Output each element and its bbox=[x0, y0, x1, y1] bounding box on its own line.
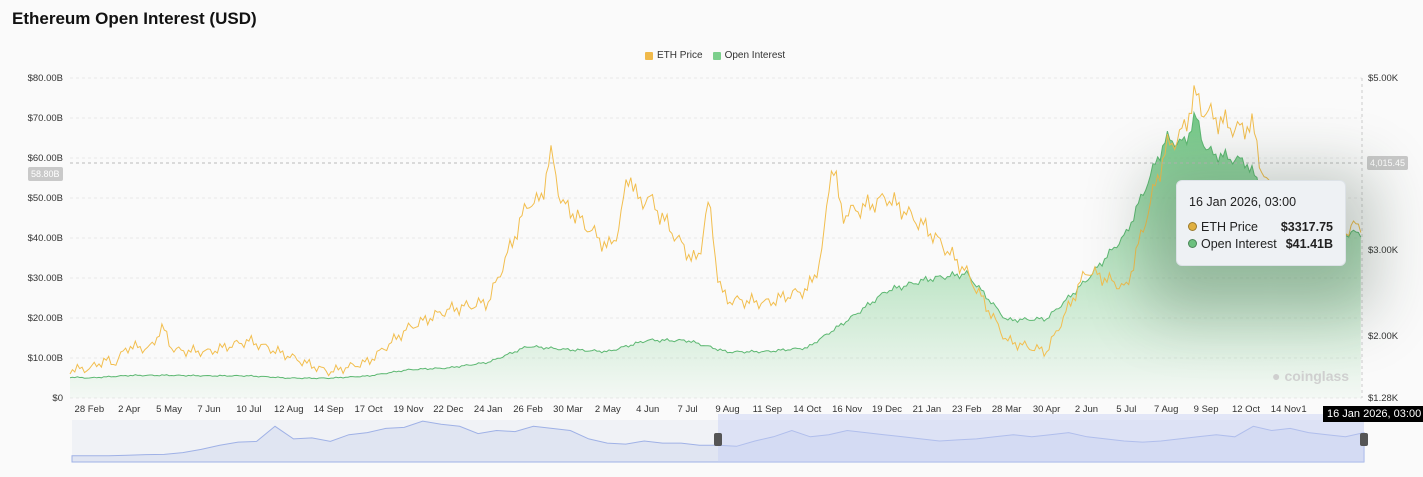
crosshair-x-label: 16 Jan 2026, 03:00 bbox=[1323, 406, 1423, 422]
coinglass-logo-icon: ● bbox=[1272, 368, 1281, 384]
left-axis-tick: $10.00B bbox=[28, 353, 63, 364]
right-axis-tick: $3.00K bbox=[1368, 245, 1399, 256]
x-axis-tick: 7 Aug bbox=[1154, 404, 1178, 415]
x-axis-tick: 30 Mar bbox=[553, 404, 583, 415]
left-axis-tick: $50.00B bbox=[28, 193, 63, 204]
navigator-left-handle[interactable] bbox=[714, 433, 722, 446]
eth-price-line bbox=[69, 85, 1362, 377]
x-axis-tick: 7 Jun bbox=[197, 404, 220, 415]
x-axis-tick: 12 Oct bbox=[1232, 404, 1260, 415]
legend-swatch-oi bbox=[712, 51, 721, 60]
left-axis-tick: $0 bbox=[52, 393, 63, 404]
tooltip-row-oi: Open Interest $41.41B bbox=[1188, 237, 1333, 251]
tooltip-value: $41.41B bbox=[1285, 237, 1333, 251]
legend-eth-price[interactable]: ETH Price bbox=[645, 50, 703, 61]
chart-title: Ethereum Open Interest (USD) bbox=[12, 9, 257, 28]
left-axis-tick: $30.00B bbox=[28, 273, 63, 284]
tooltip-title: 16 Jan 2026, 03:00 bbox=[1189, 195, 1297, 209]
x-axis-tick: 17 Oct bbox=[355, 404, 383, 415]
crosshair-left-value: 58.80B bbox=[28, 167, 63, 181]
x-axis-tick: 7 Jul bbox=[678, 404, 698, 415]
legend-open-interest[interactable]: Open Interest bbox=[712, 50, 786, 61]
navigator-selection[interactable] bbox=[718, 414, 1364, 462]
left-axis-tick: $20.00B bbox=[28, 313, 63, 324]
watermark-text: coinglass bbox=[1284, 368, 1350, 384]
navigator-series bbox=[71, 420, 1365, 463]
right-axis-tick: $2.00K bbox=[1368, 331, 1399, 342]
x-axis-tick: 11 Sep bbox=[753, 404, 782, 415]
left-axis-tick: $70.00B bbox=[28, 113, 63, 124]
tooltip-label: ETH Price bbox=[1201, 220, 1258, 234]
x-axis-tick: 16 Nov bbox=[832, 404, 862, 415]
oi-dot-icon bbox=[1188, 239, 1197, 248]
tooltip-value: $3317.75 bbox=[1280, 220, 1333, 234]
right-axis-tick: $5.00K bbox=[1368, 73, 1399, 84]
x-axis-tick: 12 Aug bbox=[274, 404, 304, 415]
legend-label: Open Interest bbox=[724, 50, 786, 61]
tooltip-label: Open Interest bbox=[1201, 237, 1277, 251]
x-axis-tick: 14 Oct bbox=[793, 404, 821, 415]
right-axis-tick: $1.28K bbox=[1368, 393, 1399, 404]
legend: ETH Price Open Interest bbox=[645, 50, 785, 61]
x-axis-tick: 5 May bbox=[156, 404, 182, 415]
x-axis-tick: 30 Apr bbox=[1033, 404, 1060, 415]
x-axis-tick: 9 Aug bbox=[715, 404, 739, 415]
x-axis-tick: 19 Nov bbox=[393, 404, 423, 415]
x-axis-tick: 14 Nov bbox=[1271, 404, 1301, 415]
tooltip-row-eth: ETH Price $3317.75 bbox=[1188, 220, 1333, 234]
x-axis-tick: 28 Mar bbox=[992, 404, 1022, 415]
left-axis-tick: $60.00B bbox=[28, 153, 63, 164]
x-axis-tick: 14 Sep bbox=[314, 404, 344, 415]
legend-swatch-eth bbox=[645, 51, 653, 60]
x-axis-tick: 19 Dec bbox=[872, 404, 902, 415]
x-axis-tick: 9 Sep bbox=[1194, 404, 1219, 415]
navigator-right-handle[interactable] bbox=[1360, 433, 1368, 446]
open-interest-line bbox=[69, 110, 1362, 380]
x-axis-tick: 2 Jun bbox=[1075, 404, 1098, 415]
tooltip: 16 Jan 2026, 03:00 ETH Price $3317.75 Ope… bbox=[1176, 180, 1346, 266]
eth-dot-icon bbox=[1188, 222, 1197, 231]
x-axis-tick: 2 Apr bbox=[118, 404, 140, 415]
x-axis-tick: 24 Jan bbox=[474, 404, 503, 415]
x-axis-tick: 1 bbox=[1301, 404, 1306, 415]
x-axis-tick: 23 Feb bbox=[952, 404, 982, 415]
crosshair-right-value: 4,015.45 bbox=[1367, 156, 1409, 170]
legend-label: ETH Price bbox=[657, 50, 703, 61]
x-axis-tick: 5 Jul bbox=[1116, 404, 1136, 415]
x-axis-tick: 10 Jul bbox=[236, 404, 261, 415]
watermark: ● coinglass bbox=[1272, 368, 1349, 384]
left-axis-tick: $80.00B bbox=[28, 73, 63, 84]
left-axis-tick: $40.00B bbox=[28, 233, 63, 244]
x-axis-tick: 21 Jan bbox=[913, 404, 942, 415]
open-interest-area bbox=[70, 112, 1361, 398]
x-axis-tick: 2 May bbox=[595, 404, 621, 415]
x-axis-tick: 22 Dec bbox=[433, 404, 463, 415]
x-axis-tick: 26 Feb bbox=[513, 404, 543, 415]
x-axis-tick: 4 Jun bbox=[636, 404, 659, 415]
x-axis-tick: 28 Feb bbox=[75, 404, 105, 415]
